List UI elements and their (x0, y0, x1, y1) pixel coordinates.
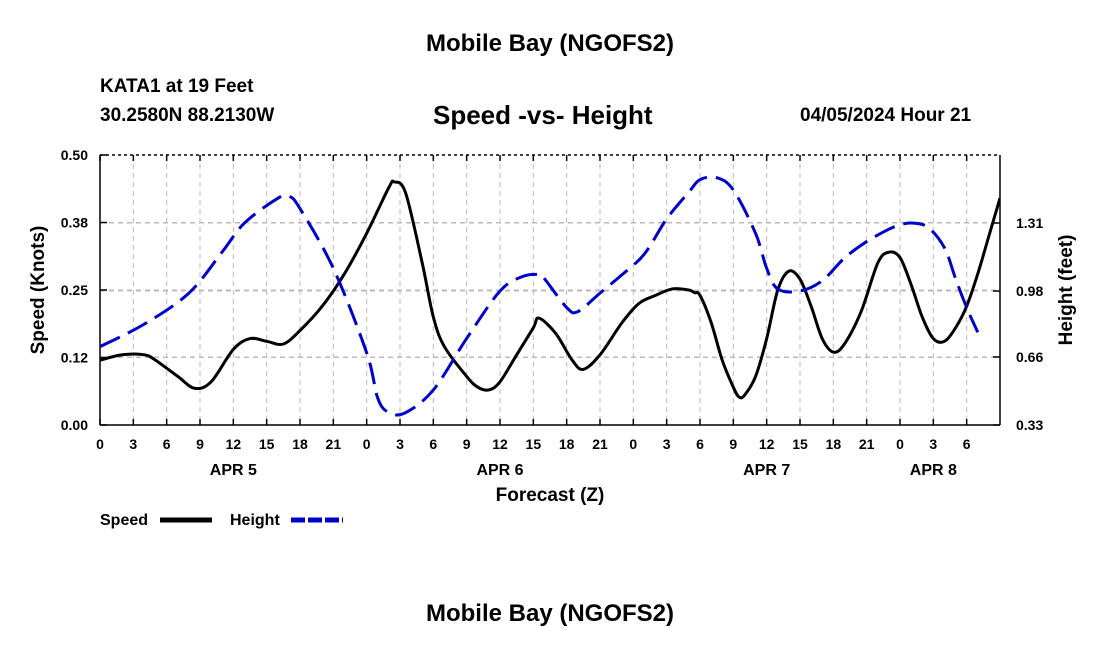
y2-axis-title: Height (feet) (1056, 235, 1077, 346)
y-tick-label: 0.25 (61, 282, 88, 298)
x-tick-label: 15 (259, 436, 275, 452)
x-tick-label: 12 (759, 436, 775, 452)
series (100, 175, 1000, 417)
x-tick-label: 9 (729, 436, 737, 452)
x-tick-label: 0 (896, 436, 904, 452)
y-tick-label: 0.50 (61, 147, 88, 163)
day-label: APR 6 (476, 462, 523, 479)
x-axis-title: Forecast (Z) (496, 485, 605, 506)
y-axis-title: Speed (Knots) (28, 226, 49, 355)
x-tick-label: 9 (196, 436, 204, 452)
legend: Speed Height (100, 512, 343, 529)
day-label: APR 7 (743, 462, 790, 479)
x-tick-label: 6 (429, 436, 437, 452)
y2-tick-label: 1.31 (1016, 215, 1043, 231)
axis-labels: 0 3 6 9 12 15 18 21 0 3 6 9 12 15 18 21 0 3 6 9 12 15 18 21 0 3 6A… (28, 147, 1077, 506)
day-label: APR 8 (910, 462, 957, 479)
series-line-height (100, 175, 980, 417)
x-tick-label: 15 (792, 436, 808, 452)
x-tick-label: 12 (492, 436, 508, 452)
y-tick-label: 0.00 (61, 417, 88, 433)
station-label: KATA1 at 19 Feet (100, 76, 254, 97)
station-coordinates: 30.2580N 88.2130W (100, 105, 275, 126)
legend-label-height: Height (230, 512, 280, 529)
x-tick-label: 15 (526, 436, 542, 452)
x-tick-label: 9 (463, 436, 471, 452)
grid (100, 155, 1000, 425)
x-tick-label: 6 (696, 436, 704, 452)
x-tick-label: 21 (592, 436, 608, 452)
x-tick-label: 18 (559, 436, 575, 452)
x-tick-label: 21 (326, 436, 342, 452)
legend-label-speed: Speed (100, 512, 148, 529)
day-label: APR 5 (210, 462, 257, 479)
x-tick-label: 18 (292, 436, 308, 452)
x-tick-label: 21 (859, 436, 875, 452)
footer-title: Mobile Bay (NGOFS2) (425, 600, 675, 627)
chart-title: Mobile Bay (NGOFS2) (425, 30, 675, 57)
x-tick-label: 6 (963, 436, 971, 452)
forecast-datetime: 04/05/2024 Hour 21 (800, 105, 972, 126)
x-tick-label: 18 (826, 436, 842, 452)
x-tick-label: 6 (163, 436, 171, 452)
y2-tick-label: 0.33 (1016, 417, 1043, 433)
x-tick-label: 3 (129, 436, 137, 452)
series-line-speed (100, 179, 1000, 400)
x-tick-label: 3 (929, 436, 937, 452)
y-tick-label: 0.38 (61, 215, 88, 231)
x-tick-label: 0 (96, 436, 104, 452)
y2-tick-label: 0.66 (1016, 349, 1043, 365)
x-tick-label: 12 (226, 436, 242, 452)
x-tick-label: 3 (663, 436, 671, 452)
x-tick-label: 3 (396, 436, 404, 452)
x-tick-label: 0 (629, 436, 637, 452)
y2-tick-label: 0.98 (1016, 283, 1043, 299)
y-tick-label: 0.12 (61, 350, 88, 366)
chart-subtitle: Speed -vs- Height (433, 100, 653, 130)
x-tick-label: 0 (363, 436, 371, 452)
axes (99, 154, 1001, 426)
